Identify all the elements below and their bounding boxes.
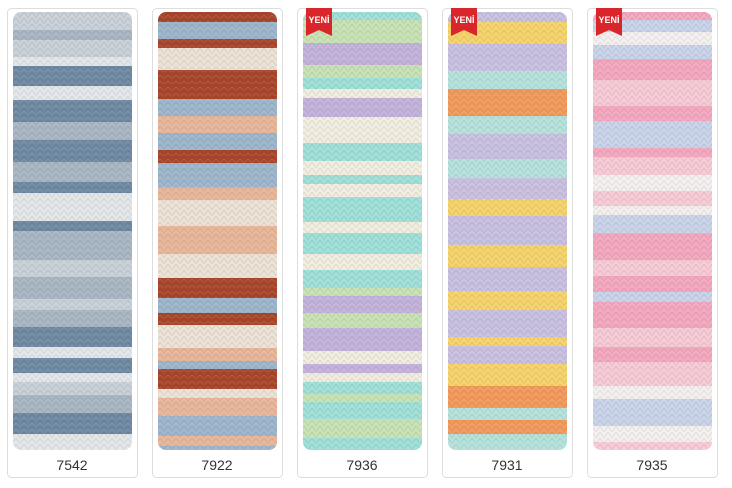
knit-texture: [303, 12, 422, 450]
yarn-image: [158, 12, 277, 450]
new-ribbon: [306, 8, 332, 36]
knit-texture: [448, 12, 567, 450]
product-code: 7936: [346, 457, 377, 473]
product-card[interactable]: 7935 YENİ: [587, 8, 718, 478]
knit-texture: [593, 12, 712, 450]
product-code: 7931: [491, 457, 522, 473]
product-code: 7922: [201, 457, 232, 473]
new-badge: YENİ: [598, 15, 619, 25]
product-card[interactable]: 7922: [152, 8, 283, 478]
product-card[interactable]: 7936 YENİ: [297, 8, 428, 478]
yarn-image: [13, 12, 132, 450]
product-code: 7935: [636, 457, 667, 473]
yarn-image: [593, 12, 712, 450]
new-ribbon: [451, 8, 477, 36]
new-badge: YENİ: [308, 15, 329, 25]
new-ribbon: [596, 8, 622, 36]
product-code: 7542: [56, 457, 87, 473]
knit-texture: [13, 12, 132, 450]
new-badge: YENİ: [453, 15, 474, 25]
product-card[interactable]: 7931 YENİ: [442, 8, 573, 478]
yarn-image: [448, 12, 567, 450]
knit-texture: [158, 12, 277, 450]
yarn-image: [303, 12, 422, 450]
product-card[interactable]: 7542: [7, 8, 138, 478]
